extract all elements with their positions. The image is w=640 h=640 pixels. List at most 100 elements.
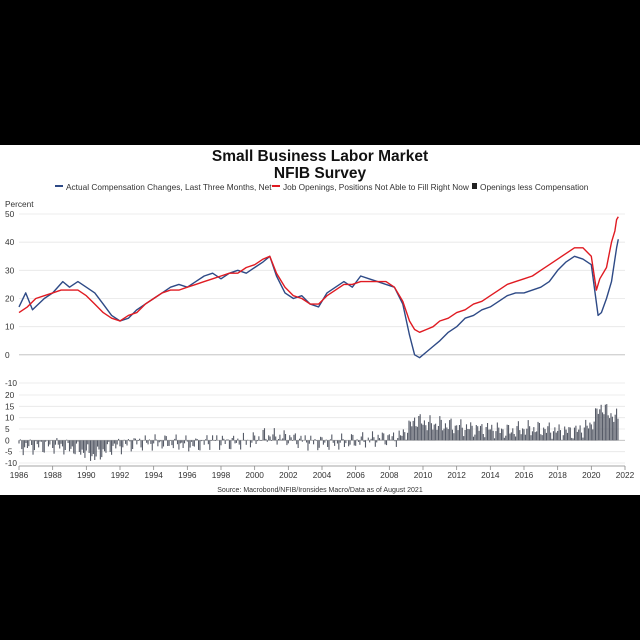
difference-bar <box>192 440 194 446</box>
x-tick-label: 2002 <box>279 470 298 480</box>
difference-bar <box>432 429 434 441</box>
x-tick-label: 1992 <box>111 470 130 480</box>
difference-bar <box>415 426 417 441</box>
difference-bar <box>171 440 173 446</box>
difference-bar <box>213 440 215 441</box>
difference-bar <box>544 429 546 441</box>
difference-bar <box>287 440 289 444</box>
difference-bar <box>502 429 504 441</box>
difference-bar <box>112 440 114 446</box>
difference-bar <box>245 440 247 445</box>
x-tick-label: 2012 <box>447 470 466 480</box>
difference-bar <box>460 419 462 441</box>
difference-bar <box>471 425 473 441</box>
difference-bar <box>290 437 292 441</box>
difference-bar <box>32 440 34 455</box>
difference-bar <box>64 440 66 450</box>
difference-bar <box>509 433 511 441</box>
difference-bar <box>279 434 281 441</box>
difference-bar <box>161 440 163 449</box>
difference-bar <box>555 432 557 441</box>
difference-bar <box>313 440 315 445</box>
difference-bar <box>443 428 445 441</box>
difference-bar <box>289 435 291 441</box>
difference-bar <box>433 424 435 441</box>
difference-bar <box>552 431 555 441</box>
difference-bar <box>482 434 484 441</box>
difference-bar <box>496 422 498 441</box>
difference-bar <box>186 440 188 442</box>
difference-bar <box>26 440 28 448</box>
difference-bar <box>314 439 316 441</box>
difference-bar <box>412 420 414 441</box>
difference-bar <box>277 439 280 441</box>
difference-bar <box>39 440 41 442</box>
difference-bar <box>108 440 110 442</box>
difference-bar <box>565 429 567 441</box>
difference-bar <box>430 423 432 441</box>
difference-bar <box>390 439 392 441</box>
difference-bar <box>409 421 411 441</box>
difference-bar <box>367 437 369 441</box>
difference-bar <box>102 440 104 450</box>
difference-bar <box>40 440 42 442</box>
difference-bar <box>564 426 566 441</box>
difference-bar <box>481 424 483 441</box>
difference-bar <box>349 440 351 445</box>
difference-bar <box>407 432 409 441</box>
difference-bar <box>188 440 190 452</box>
difference-bar <box>97 440 99 447</box>
difference-bar <box>530 435 532 441</box>
difference-bar <box>223 438 225 441</box>
y-tick-top: 50 <box>5 209 15 219</box>
difference-bar <box>408 420 410 441</box>
difference-bar <box>522 428 524 441</box>
difference-bar <box>118 438 120 441</box>
difference-bar <box>193 440 195 447</box>
difference-bar <box>444 423 446 441</box>
difference-bar <box>562 435 564 441</box>
difference-bar <box>381 432 383 441</box>
difference-bar <box>395 440 397 447</box>
difference-bar <box>38 440 40 448</box>
difference-bar <box>304 435 306 441</box>
difference-bar <box>414 417 416 441</box>
difference-bar <box>22 440 24 456</box>
difference-bar <box>126 440 128 446</box>
difference-bar <box>350 434 353 441</box>
legend-swatch-openings <box>272 185 280 187</box>
difference-bar <box>297 440 299 448</box>
difference-bar <box>84 440 86 458</box>
difference-bar <box>397 438 399 441</box>
difference-bar <box>519 430 521 441</box>
difference-bar <box>251 440 253 443</box>
difference-bar <box>233 435 235 441</box>
difference-bar <box>155 439 158 441</box>
difference-bar <box>571 437 573 441</box>
x-tick-label: 1994 <box>144 470 163 480</box>
difference-bar <box>85 440 87 451</box>
difference-bar <box>569 427 571 441</box>
difference-bar <box>604 404 606 441</box>
difference-bar <box>116 440 118 445</box>
difference-bar <box>115 440 117 449</box>
difference-bar <box>80 440 82 455</box>
x-tick-label: 1996 <box>178 470 197 480</box>
difference-bar <box>405 439 407 441</box>
chart-panel: Small Business Labor Market NFIB Survey … <box>0 145 640 495</box>
difference-bar <box>66 439 68 441</box>
y-axis-label: Percent <box>5 199 34 209</box>
y-tick-bottom: -5 <box>5 447 13 457</box>
difference-bar <box>35 440 37 442</box>
difference-bar <box>590 424 592 441</box>
difference-bar <box>451 429 454 441</box>
difference-bar <box>536 431 538 441</box>
x-tick-label: 1990 <box>77 470 96 480</box>
difference-bar <box>254 435 256 441</box>
difference-bar <box>422 424 424 441</box>
y-tick-top: 10 <box>5 322 15 332</box>
difference-bar <box>470 422 472 441</box>
difference-bar <box>244 439 246 441</box>
difference-bar <box>362 432 364 441</box>
difference-bar <box>491 424 493 441</box>
